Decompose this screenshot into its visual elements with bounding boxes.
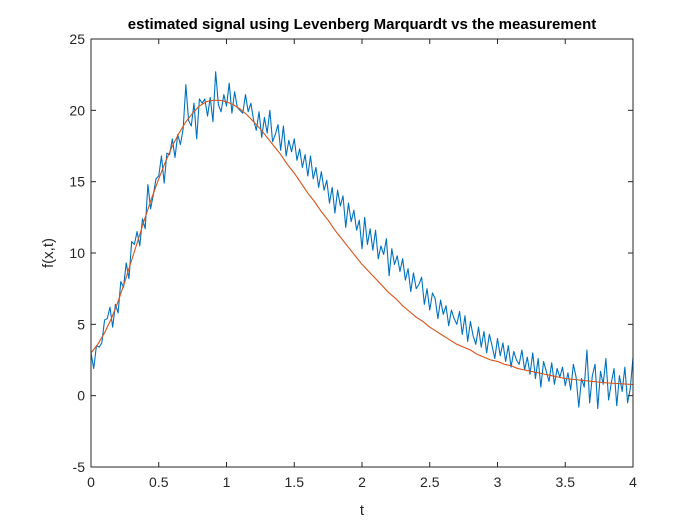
series-line-2 <box>90 99 634 386</box>
x-tick-label-1: 0.5 <box>149 474 169 490</box>
x-axis-label: t <box>360 502 365 519</box>
axes-box <box>90 38 634 468</box>
y-tick-label-5: 20 <box>69 102 85 118</box>
series-layer <box>90 71 634 410</box>
plot-area <box>91 39 633 467</box>
x-tick-label-3: 1.5 <box>285 474 305 490</box>
y-tick-label-4: 15 <box>69 174 85 190</box>
chart-title: estimated signal using Levenberg Marquar… <box>128 16 596 33</box>
y-tick-label-0: -5 <box>73 459 86 475</box>
x-tick-label-7: 3.5 <box>556 474 576 490</box>
x-tick-label-6: 3 <box>494 474 502 490</box>
x-tick-label-4: 2 <box>358 474 366 490</box>
x-tick-label-0: 0 <box>87 474 95 490</box>
y-axis-label: f(x,t) <box>40 238 57 268</box>
x-tick-label-5: 2.5 <box>420 474 440 490</box>
y-tick-label-2: 5 <box>77 316 85 332</box>
x-tick-label-8: 4 <box>629 474 637 490</box>
y-tick-label-3: 10 <box>69 245 85 261</box>
series-line-1 <box>90 71 634 410</box>
y-tick-label-1: 0 <box>77 388 85 404</box>
x-tick-label-2: 1 <box>223 474 231 490</box>
y-tick-label-6: 25 <box>69 31 85 47</box>
